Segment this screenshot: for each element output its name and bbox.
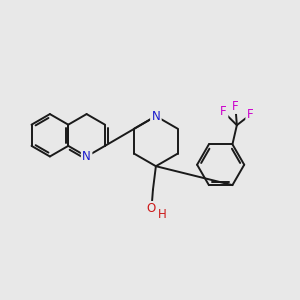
Text: H: H (158, 208, 166, 221)
Text: N: N (82, 150, 91, 163)
Text: N: N (152, 110, 160, 123)
Text: F: F (247, 108, 253, 122)
Text: F: F (220, 105, 227, 119)
Text: O: O (147, 202, 156, 215)
Text: F: F (232, 100, 239, 112)
